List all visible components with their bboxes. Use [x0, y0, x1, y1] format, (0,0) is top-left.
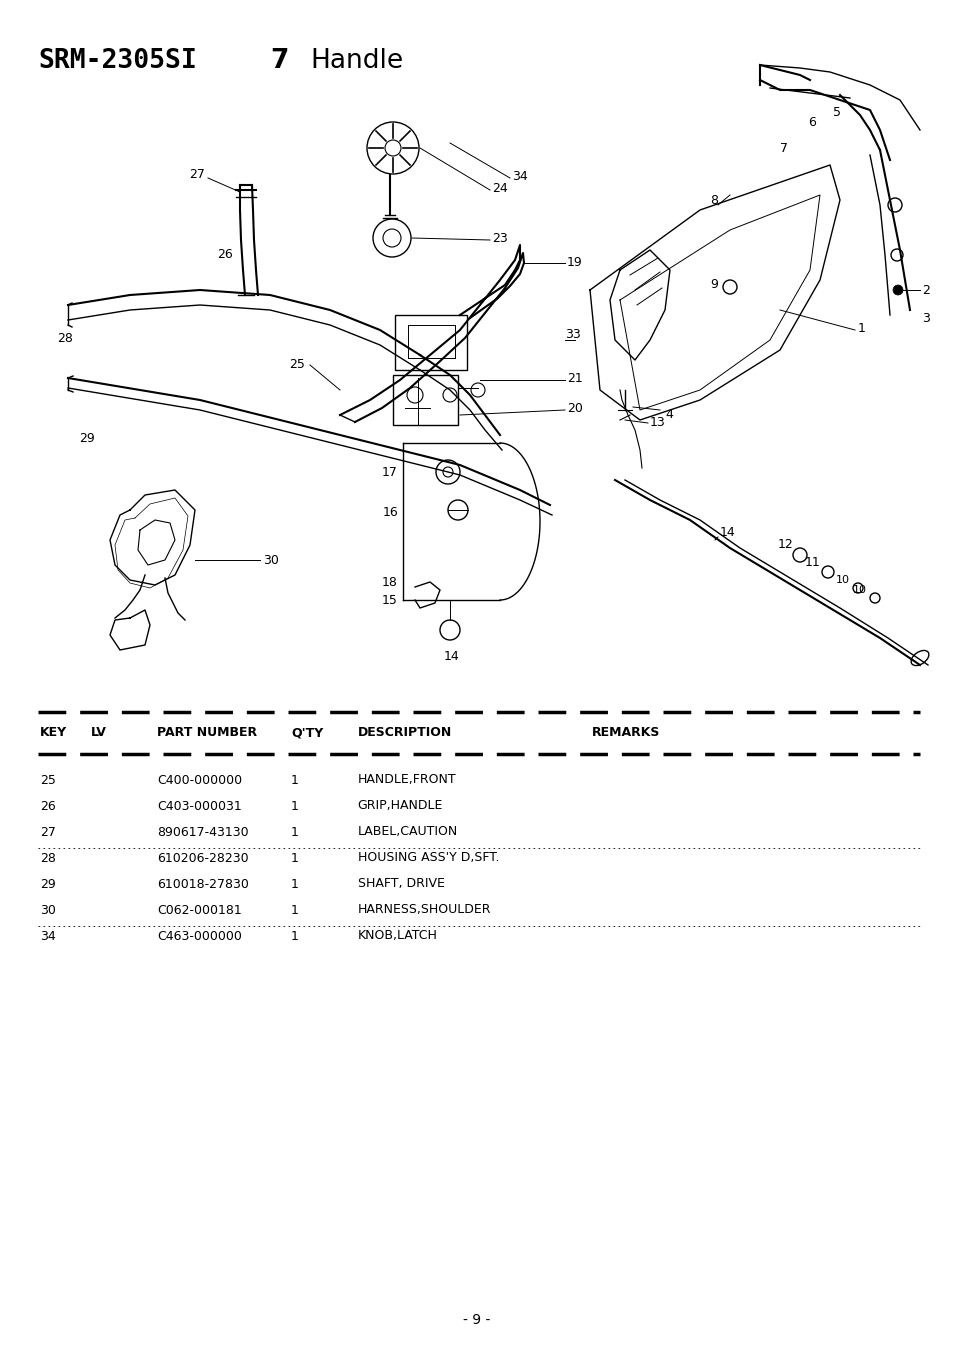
Text: KEY: KEY: [40, 727, 67, 739]
Text: 27: 27: [189, 169, 205, 181]
Text: 26: 26: [40, 800, 56, 812]
Text: 1: 1: [291, 878, 298, 890]
Text: 30: 30: [40, 904, 56, 916]
Text: 610206-28230: 610206-28230: [157, 851, 249, 865]
Text: SRM-2305SI: SRM-2305SI: [38, 49, 196, 74]
Text: 34: 34: [40, 929, 56, 943]
Text: 30: 30: [263, 554, 278, 566]
Text: GRIP,HANDLE: GRIP,HANDLE: [357, 800, 442, 812]
Text: 9: 9: [709, 278, 718, 292]
Text: 7: 7: [270, 49, 288, 74]
Text: 1: 1: [291, 904, 298, 916]
Bar: [395, 315, 467, 370]
Text: LV: LV: [91, 727, 107, 739]
Text: 6: 6: [807, 115, 815, 128]
Text: 28: 28: [40, 851, 56, 865]
Circle shape: [892, 285, 902, 295]
Text: SHAFT, DRIVE: SHAFT, DRIVE: [357, 878, 444, 890]
Text: 1: 1: [291, 800, 298, 812]
Text: 26: 26: [217, 249, 233, 262]
Text: 4: 4: [664, 408, 672, 422]
Text: 1: 1: [291, 825, 298, 839]
Text: 610018-27830: 610018-27830: [157, 878, 249, 890]
Text: 7: 7: [780, 142, 787, 154]
Text: 15: 15: [382, 593, 397, 607]
Text: 28: 28: [57, 331, 73, 345]
Text: 20: 20: [566, 401, 582, 415]
Text: 1: 1: [291, 851, 298, 865]
Text: 3: 3: [921, 312, 929, 324]
Text: 2: 2: [921, 284, 929, 296]
Text: C463-000000: C463-000000: [157, 929, 242, 943]
Text: 18: 18: [382, 577, 397, 589]
Text: 14: 14: [720, 527, 735, 539]
Text: PART NUMBER: PART NUMBER: [157, 727, 257, 739]
Text: 5: 5: [832, 105, 841, 119]
Text: 10: 10: [835, 576, 849, 585]
Bar: [393, 376, 457, 426]
Text: 25: 25: [289, 358, 305, 372]
Text: 25: 25: [40, 774, 56, 786]
Text: 890617-43130: 890617-43130: [157, 825, 249, 839]
Text: 33: 33: [564, 328, 580, 342]
Text: DESCRIPTION: DESCRIPTION: [357, 727, 452, 739]
Text: 10: 10: [852, 585, 866, 594]
Text: 17: 17: [382, 466, 397, 478]
Text: C400-000000: C400-000000: [157, 774, 242, 786]
Text: Handle: Handle: [310, 49, 403, 74]
Text: 27: 27: [40, 825, 56, 839]
Text: 23: 23: [492, 231, 507, 245]
Text: 13: 13: [649, 416, 665, 430]
Text: 1: 1: [291, 774, 298, 786]
Text: Q'TY: Q'TY: [291, 727, 323, 739]
Text: 29: 29: [79, 431, 95, 444]
Text: 29: 29: [40, 878, 56, 890]
Text: 11: 11: [803, 557, 820, 570]
Text: 1: 1: [291, 929, 298, 943]
Text: 34: 34: [512, 169, 527, 182]
Text: - 9 -: - 9 -: [463, 1313, 490, 1327]
Text: 14: 14: [444, 650, 459, 663]
Text: 8: 8: [709, 193, 718, 207]
Text: LABEL,CAUTION: LABEL,CAUTION: [357, 825, 457, 839]
Text: HOUSING ASS'Y D,SFT.: HOUSING ASS'Y D,SFT.: [357, 851, 498, 865]
Text: 1: 1: [857, 322, 865, 335]
Text: 12: 12: [777, 539, 792, 551]
Text: KNOB,LATCH: KNOB,LATCH: [357, 929, 437, 943]
Text: 16: 16: [382, 505, 397, 519]
Text: HANDLE,FRONT: HANDLE,FRONT: [357, 774, 456, 786]
Text: C062-000181: C062-000181: [157, 904, 242, 916]
Text: 21: 21: [566, 372, 582, 385]
Text: 24: 24: [492, 181, 507, 195]
Text: C403-000031: C403-000031: [157, 800, 242, 812]
Text: REMARKS: REMARKS: [591, 727, 659, 739]
Text: HARNESS,SHOULDER: HARNESS,SHOULDER: [357, 904, 491, 916]
Text: 19: 19: [566, 257, 582, 269]
